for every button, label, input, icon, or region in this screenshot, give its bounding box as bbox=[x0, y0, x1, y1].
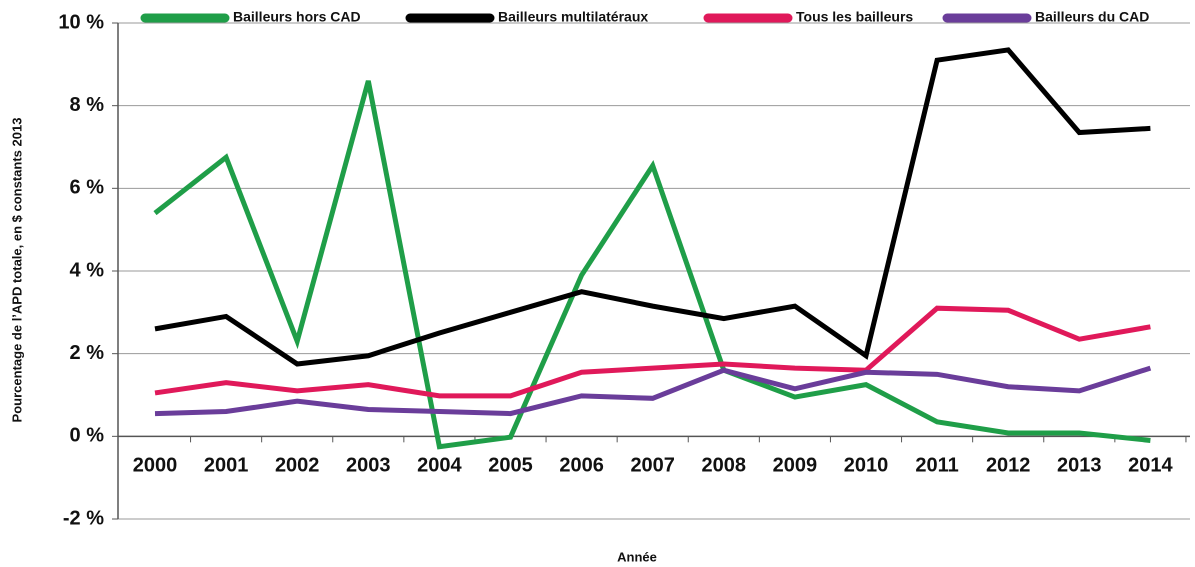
y-tick-label: -2 % bbox=[63, 507, 104, 529]
y-tick-label: 2 % bbox=[70, 342, 105, 364]
y-axis-label: Pourcentage de l’APD totale, en $ consta… bbox=[9, 118, 24, 423]
legend-label: Bailleurs hors CAD bbox=[233, 9, 361, 25]
x-tick-label: 2008 bbox=[702, 455, 747, 477]
series-line bbox=[153, 80, 1151, 450]
x-tick-label: 2000 bbox=[133, 455, 178, 477]
y-tick-label: 0 % bbox=[70, 425, 105, 447]
legend-label: Tous les bailleurs bbox=[796, 9, 913, 25]
x-tick-label: 2009 bbox=[773, 455, 818, 477]
x-tick-label: 2013 bbox=[1057, 455, 1102, 477]
legend-label: Bailleurs du CAD bbox=[1035, 9, 1149, 25]
x-tick-label: 2005 bbox=[488, 455, 533, 477]
x-tick-label: 2003 bbox=[346, 455, 391, 477]
x-tick-label: 2006 bbox=[559, 455, 604, 477]
y-tick-label: 8 % bbox=[70, 94, 105, 116]
x-tick-label: 2012 bbox=[986, 455, 1031, 477]
x-tick-label: 2004 bbox=[417, 455, 462, 477]
y-tick-label: 4 % bbox=[70, 259, 105, 281]
x-tick-label: 2007 bbox=[630, 455, 675, 477]
x-tick-label: 2002 bbox=[275, 455, 320, 477]
y-tick-label: 6 % bbox=[70, 177, 105, 199]
x-axis-label: Année bbox=[617, 549, 657, 564]
series-line bbox=[154, 47, 1151, 367]
x-tick-label: 2014 bbox=[1128, 455, 1173, 477]
x-tick-label: 2010 bbox=[844, 455, 889, 477]
series-line bbox=[154, 365, 1152, 417]
y-tick-label: 10 % bbox=[58, 11, 104, 33]
x-tick-label: 2001 bbox=[204, 455, 249, 477]
legend-label: Bailleurs multilatéraux bbox=[498, 9, 648, 25]
x-tick-label: 2011 bbox=[915, 455, 958, 477]
series-line bbox=[154, 305, 1151, 399]
